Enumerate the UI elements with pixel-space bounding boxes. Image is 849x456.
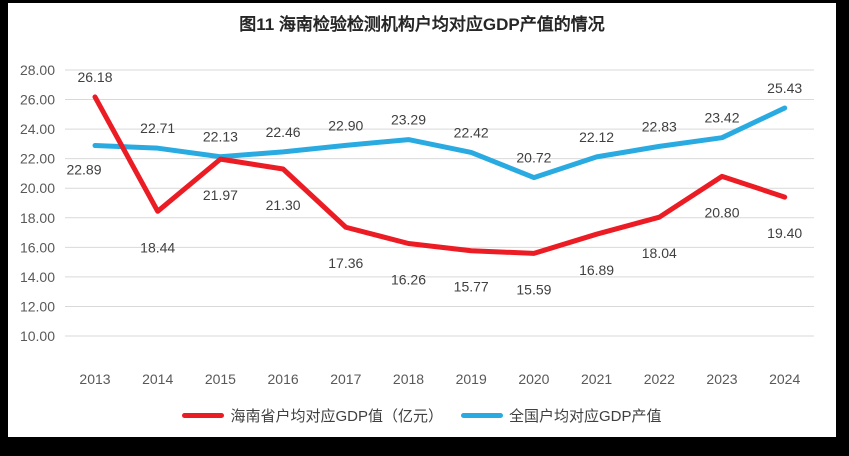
data-label: 22.71 [140,120,175,136]
y-tick-label: 28.00 [20,62,55,78]
legend-label-national: 全国户均对应GDP产值 [509,408,662,425]
data-label: 16.26 [391,271,426,287]
y-tick-label: 24.00 [20,121,55,137]
data-label: 20.80 [704,204,739,220]
x-tick-label: 2023 [706,371,737,387]
x-tick-label: 2016 [268,371,299,387]
data-label: 22.42 [454,124,489,140]
legend-item-hainan: 海南省户均对应GDP值（亿元） [182,405,443,426]
legend-label-hainan: 海南省户均对应GDP值（亿元） [230,408,443,425]
data-label: 20.72 [516,150,551,166]
data-label: 22.13 [203,129,238,145]
data-label: 22.46 [266,124,301,140]
data-label: 18.44 [140,239,175,255]
x-tick-label: 2017 [330,371,361,387]
chart-area: 图11 海南检验检测机构户均对应GDP产值的情况 10.00 12.00 14.00… [8,3,836,437]
y-tick-label: 16.00 [20,239,55,255]
chart-canvas: 10.00 12.00 14.00 16.00 18.00 20.00 22.00 24.00… [20,62,814,387]
x-tick-label: 2022 [644,371,675,387]
x-tick-label: 2020 [518,371,549,387]
y-tick-label: 22.00 [20,151,55,167]
series-line [92,94,788,256]
series-line [92,105,788,181]
data-label: 23.42 [704,110,739,126]
legend-swatch-hainan-line [182,413,225,418]
data-label: 25.43 [767,80,802,96]
data-label: 15.59 [516,281,551,297]
x-tick-label: 2013 [79,371,110,387]
x-tick-label: 2019 [456,371,487,387]
y-tick-label: 26.00 [20,92,55,108]
data-label: 22.83 [642,118,677,134]
y-tick-label: 12.00 [20,298,55,314]
data-label: 26.18 [77,69,112,85]
data-label: 22.90 [328,117,363,133]
data-label: 23.29 [391,112,426,128]
data-label: 19.40 [767,225,802,241]
x-tick-label: 2024 [769,371,800,387]
legend-swatch-national-line [461,413,503,418]
x-tick-label: 2018 [393,371,424,387]
data-label: 16.89 [579,262,614,278]
legend-item-national: 全国户均对应GDP产值 [461,405,662,426]
data-label: 17.36 [328,255,363,271]
data-label: 22.89 [66,162,101,178]
data-label: 15.77 [454,279,489,295]
x-tick-label: 2021 [581,371,612,387]
x-tick-label: 2014 [142,371,173,387]
y-tick-label: 20.00 [20,180,55,196]
y-tick-label: 14.00 [20,269,55,285]
y-tick-label: 10.00 [20,328,55,344]
data-label: 18.04 [642,245,677,261]
data-label: 22.12 [579,129,614,145]
data-label: 21.30 [266,197,301,213]
data-label: 21.97 [203,187,238,203]
chart-title: 图11 海南检验检测机构户均对应GDP产值的情况 [239,15,605,34]
y-tick-label: 18.00 [20,210,55,226]
x-tick-label: 2015 [205,371,236,387]
chart-legend: 海南省户均对应GDP值（亿元） 全国户均对应GDP产值 [8,405,836,426]
